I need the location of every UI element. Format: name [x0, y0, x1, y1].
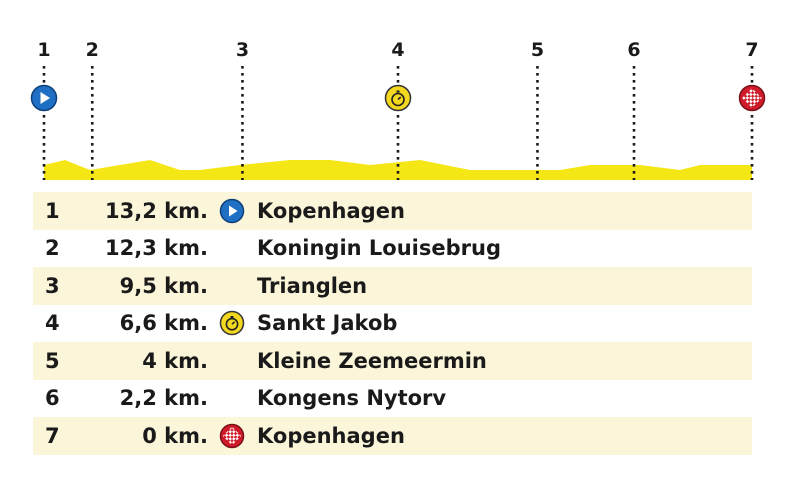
waypoint-distance: 9,5 km.	[119, 273, 208, 298]
marker-3: 3	[236, 39, 249, 180]
waypoint-table: 1 13,2 km. Kopenhagen 2 12,3 km. Koningi…	[33, 192, 752, 455]
marker-7: 7	[738, 39, 766, 180]
marker-label: 4	[391, 39, 404, 61]
marker-4: 4	[384, 39, 412, 180]
start-icon	[30, 84, 58, 112]
table-row: 2 12,3 km. Koningin Louisebrug	[33, 230, 752, 268]
marker-6: 6	[627, 39, 641, 180]
marker-5: 5	[531, 39, 544, 180]
waypoint-name: Kongens Nytorv	[257, 386, 447, 411]
finish-flag-icon	[738, 84, 766, 112]
stopwatch-icon	[384, 84, 412, 112]
marker-label: 1	[37, 39, 50, 61]
waypoint-name: Kopenhagen	[257, 198, 405, 223]
waypoint-number: 1	[45, 198, 60, 223]
elevation-profile	[44, 160, 752, 180]
waypoint-distance: 13,2 km.	[105, 198, 208, 223]
table-row: 7 0 km. Kopenhagen	[33, 417, 752, 455]
marker-label: 7	[745, 39, 758, 61]
stopwatch-icon	[219, 311, 245, 336]
marker-label: 2	[86, 39, 99, 61]
waypoint-name: Trianglen	[257, 273, 368, 298]
waypoint-name: Kopenhagen	[257, 423, 405, 448]
table-row: 1 13,2 km. Kopenhagen	[33, 192, 752, 230]
start-icon	[219, 198, 245, 223]
marker-label: 5	[531, 39, 544, 61]
waypoint-number: 2	[45, 236, 60, 261]
waypoint-name: Koningin Louisebrug	[257, 236, 501, 261]
waypoint-number: 5	[45, 348, 60, 373]
waypoint-distance: 2,2 km.	[119, 386, 208, 411]
waypoint-name: Kleine Zeemeermin	[257, 348, 487, 373]
waypoint-distance: 12,3 km.	[105, 236, 208, 261]
waypoint-distance: 0 km.	[142, 423, 208, 448]
waypoint-number: 6	[45, 386, 60, 411]
marker-1: 1	[30, 39, 58, 180]
marker-label: 3	[236, 39, 249, 61]
table-row: 4 6,6 km. Sankt Jakob	[33, 305, 752, 343]
marker-label: 6	[627, 39, 640, 61]
marker-2: 2	[86, 39, 99, 180]
table-row: 6 2,2 km. Kongens Nytorv	[33, 380, 752, 418]
waypoint-number: 7	[45, 423, 60, 448]
waypoint-name: Sankt Jakob	[257, 311, 398, 336]
waypoint-distance: 6,6 km.	[119, 311, 208, 336]
table-row: 5 4 km. Kleine Zeemeermin	[33, 342, 752, 380]
waypoint-distance: 4 km.	[142, 348, 208, 373]
waypoint-number: 4	[45, 311, 60, 336]
table-row: 3 9,5 km. Trianglen	[33, 267, 752, 305]
waypoint-number: 3	[45, 273, 60, 298]
route-profile: 1 2 3 4 5 6 7	[30, 39, 766, 180]
finish-flag-icon	[219, 423, 245, 448]
